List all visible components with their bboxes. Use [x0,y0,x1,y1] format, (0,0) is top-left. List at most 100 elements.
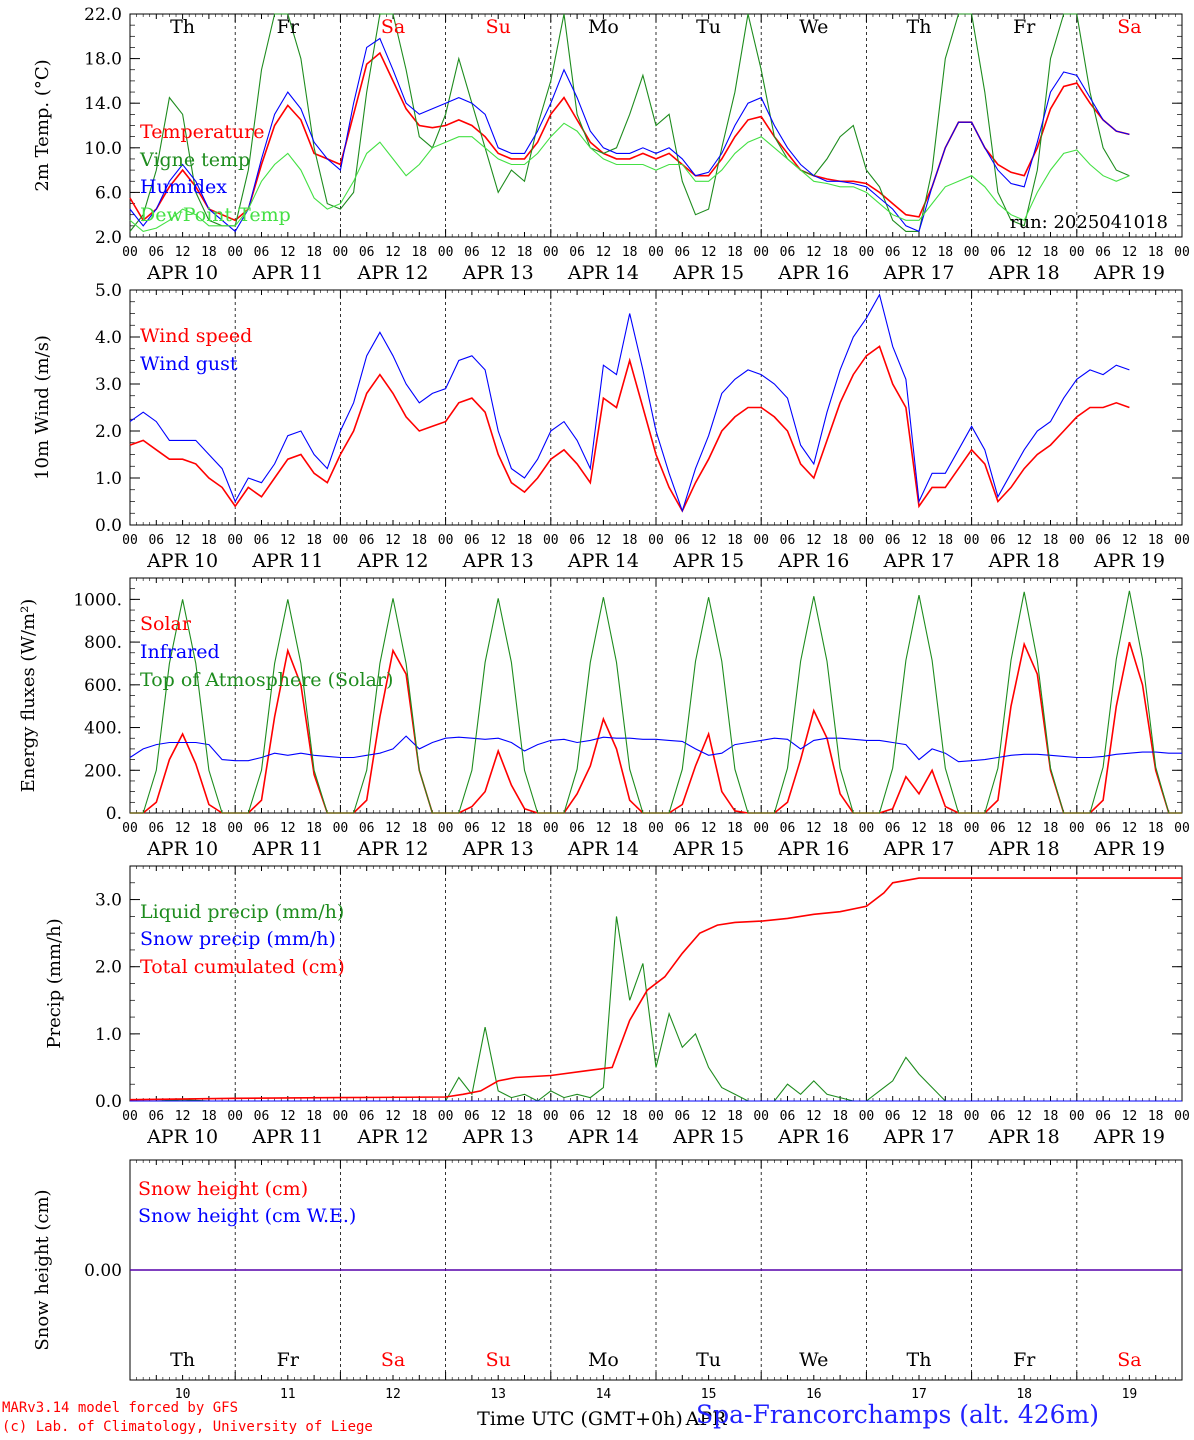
y-tick-label: 2.0 [95,228,122,248]
legend-entry: Temperature [140,121,264,143]
day-number-label: 15 [701,1387,717,1402]
series-line-wind-speed [129,345,1130,513]
y-tick-label: 0. [106,804,122,824]
x-day-label: APR 13 [462,838,534,860]
x-hour-label: 12 [175,1109,191,1124]
weekday-label: Mo [588,16,619,38]
x-hour-label: 12 [806,821,822,836]
x-day-label: APR 18 [988,1126,1060,1148]
weekday-label: Sa [1117,1349,1141,1371]
x-hour-label: 06 [780,1109,796,1124]
x-hour-label: 00 [859,1109,875,1124]
x-hour-label: 00 [1174,821,1190,836]
x-hour-label: 06 [254,1109,270,1124]
weekday-label: Fr [277,16,300,38]
x-hour-label: 00 [122,533,138,548]
x-hour-label: 12 [385,533,401,548]
x-hour-label: 18 [517,533,533,548]
y-axis-label: Energy fluxes (W/m²) [18,599,39,793]
x-hour-label: 00 [122,821,138,836]
weekday-label: Fr [277,1349,300,1371]
series-line-solar [130,641,1182,814]
x-hour-label: 00 [648,533,664,548]
x-day-label: APR 14 [567,838,639,860]
x-hour-label: 12 [596,1109,612,1124]
weekday-label: Sa [1117,16,1141,38]
x-hour-label: 18 [411,1109,427,1124]
x-day-label: APR 14 [567,550,639,572]
x-hour-label: 00 [753,1109,769,1124]
x-hour-label: 18 [517,245,533,260]
x-hour-label: 06 [990,821,1006,836]
day-number-label: 18 [1016,1387,1032,1402]
x-hour-label: 18 [832,821,848,836]
x-day-label: APR 15 [672,838,744,860]
x-hour-label: 00 [227,533,243,548]
x-hour-label: 06 [674,821,690,836]
x-day-label: APR 12 [356,262,428,284]
day-number-label: 12 [385,1387,401,1402]
x-hour-label: 12 [701,821,717,836]
x-hour-label: 18 [411,533,427,548]
x-day-label: APR 19 [1093,550,1165,572]
series-line-infrared [129,735,1182,763]
y-tick-label: 4.0 [95,328,122,348]
x-hour-label: 06 [569,1109,585,1124]
x-hour-label: 18 [622,533,638,548]
x-axis-month: APR [685,1408,728,1430]
x-hour-label: 06 [359,821,375,836]
x-hour-label: 06 [780,533,796,548]
weekday-label: We [799,1349,828,1371]
x-hour-label: 18 [201,821,217,836]
legend-entry: Wind gust [140,353,238,375]
x-hour-label: 00 [543,821,559,836]
x-hour-label: 00 [1069,821,1085,836]
x-hour-label: 06 [254,533,270,548]
x-hour-label: 00 [227,245,243,260]
x-hour-label: 18 [1043,821,1059,836]
x-hour-label: 06 [1095,533,1111,548]
y-tick-label: 6.0 [95,183,122,203]
y-axis-label: 10m Wind (m/s) [32,335,53,480]
x-hour-label: 18 [832,245,848,260]
legend-entry: Top of Atmosphere (Solar) [140,669,393,691]
x-hour-label: 12 [1016,245,1032,260]
x-day-label: APR 17 [882,1126,954,1148]
weekday-label: Sa [381,16,405,38]
panel-flux: 0. 200. 400. 600. 800. 1000. Energy fluxes (W/… [18,577,1190,860]
y-axis-label: Snow height (cm) [32,1189,53,1350]
x-day-label: APR 13 [462,550,534,572]
x-hour-label: 18 [727,821,743,836]
y-tick-label: 800. [84,633,122,653]
x-day-label: APR 17 [882,838,954,860]
x-hour-label: 00 [1174,245,1190,260]
x-hour-label: 06 [674,533,690,548]
station-title: Spa-Francorchamps (alt. 426m) [696,1400,1100,1429]
x-hour-label: 00 [438,821,454,836]
x-hour-label: 06 [359,533,375,548]
x-hour-label: 12 [175,821,191,836]
x-hour-label: 06 [148,1109,164,1124]
credit-line-1: MARv3.14 model forced by GFS [2,1400,239,1416]
x-day-label: APR 11 [251,262,323,284]
x-hour-label: 12 [596,533,612,548]
x-hour-label: 06 [885,245,901,260]
x-hour-label: 06 [1095,1109,1111,1124]
x-hour-label: 00 [438,1109,454,1124]
x-hour-label: 00 [1174,1109,1190,1124]
legend-entry: Humidex [140,176,227,198]
x-hour-label: 18 [622,821,638,836]
x-hour-label: 12 [1122,821,1138,836]
y-tick-label: 3.0 [95,375,122,395]
x-hour-label: 12 [806,1109,822,1124]
series-line-humidex [129,37,1130,233]
x-hour-label: 12 [490,245,506,260]
x-hour-label: 00 [333,245,349,260]
x-hour-label: 00 [753,533,769,548]
legend-entry: Vigne temp [139,149,250,171]
x-hour-label: 12 [596,245,612,260]
x-day-label: APR 11 [251,838,323,860]
day-number-label: 19 [1122,1387,1138,1402]
series-line-top-of-atmosphere-solar- [130,590,1182,814]
